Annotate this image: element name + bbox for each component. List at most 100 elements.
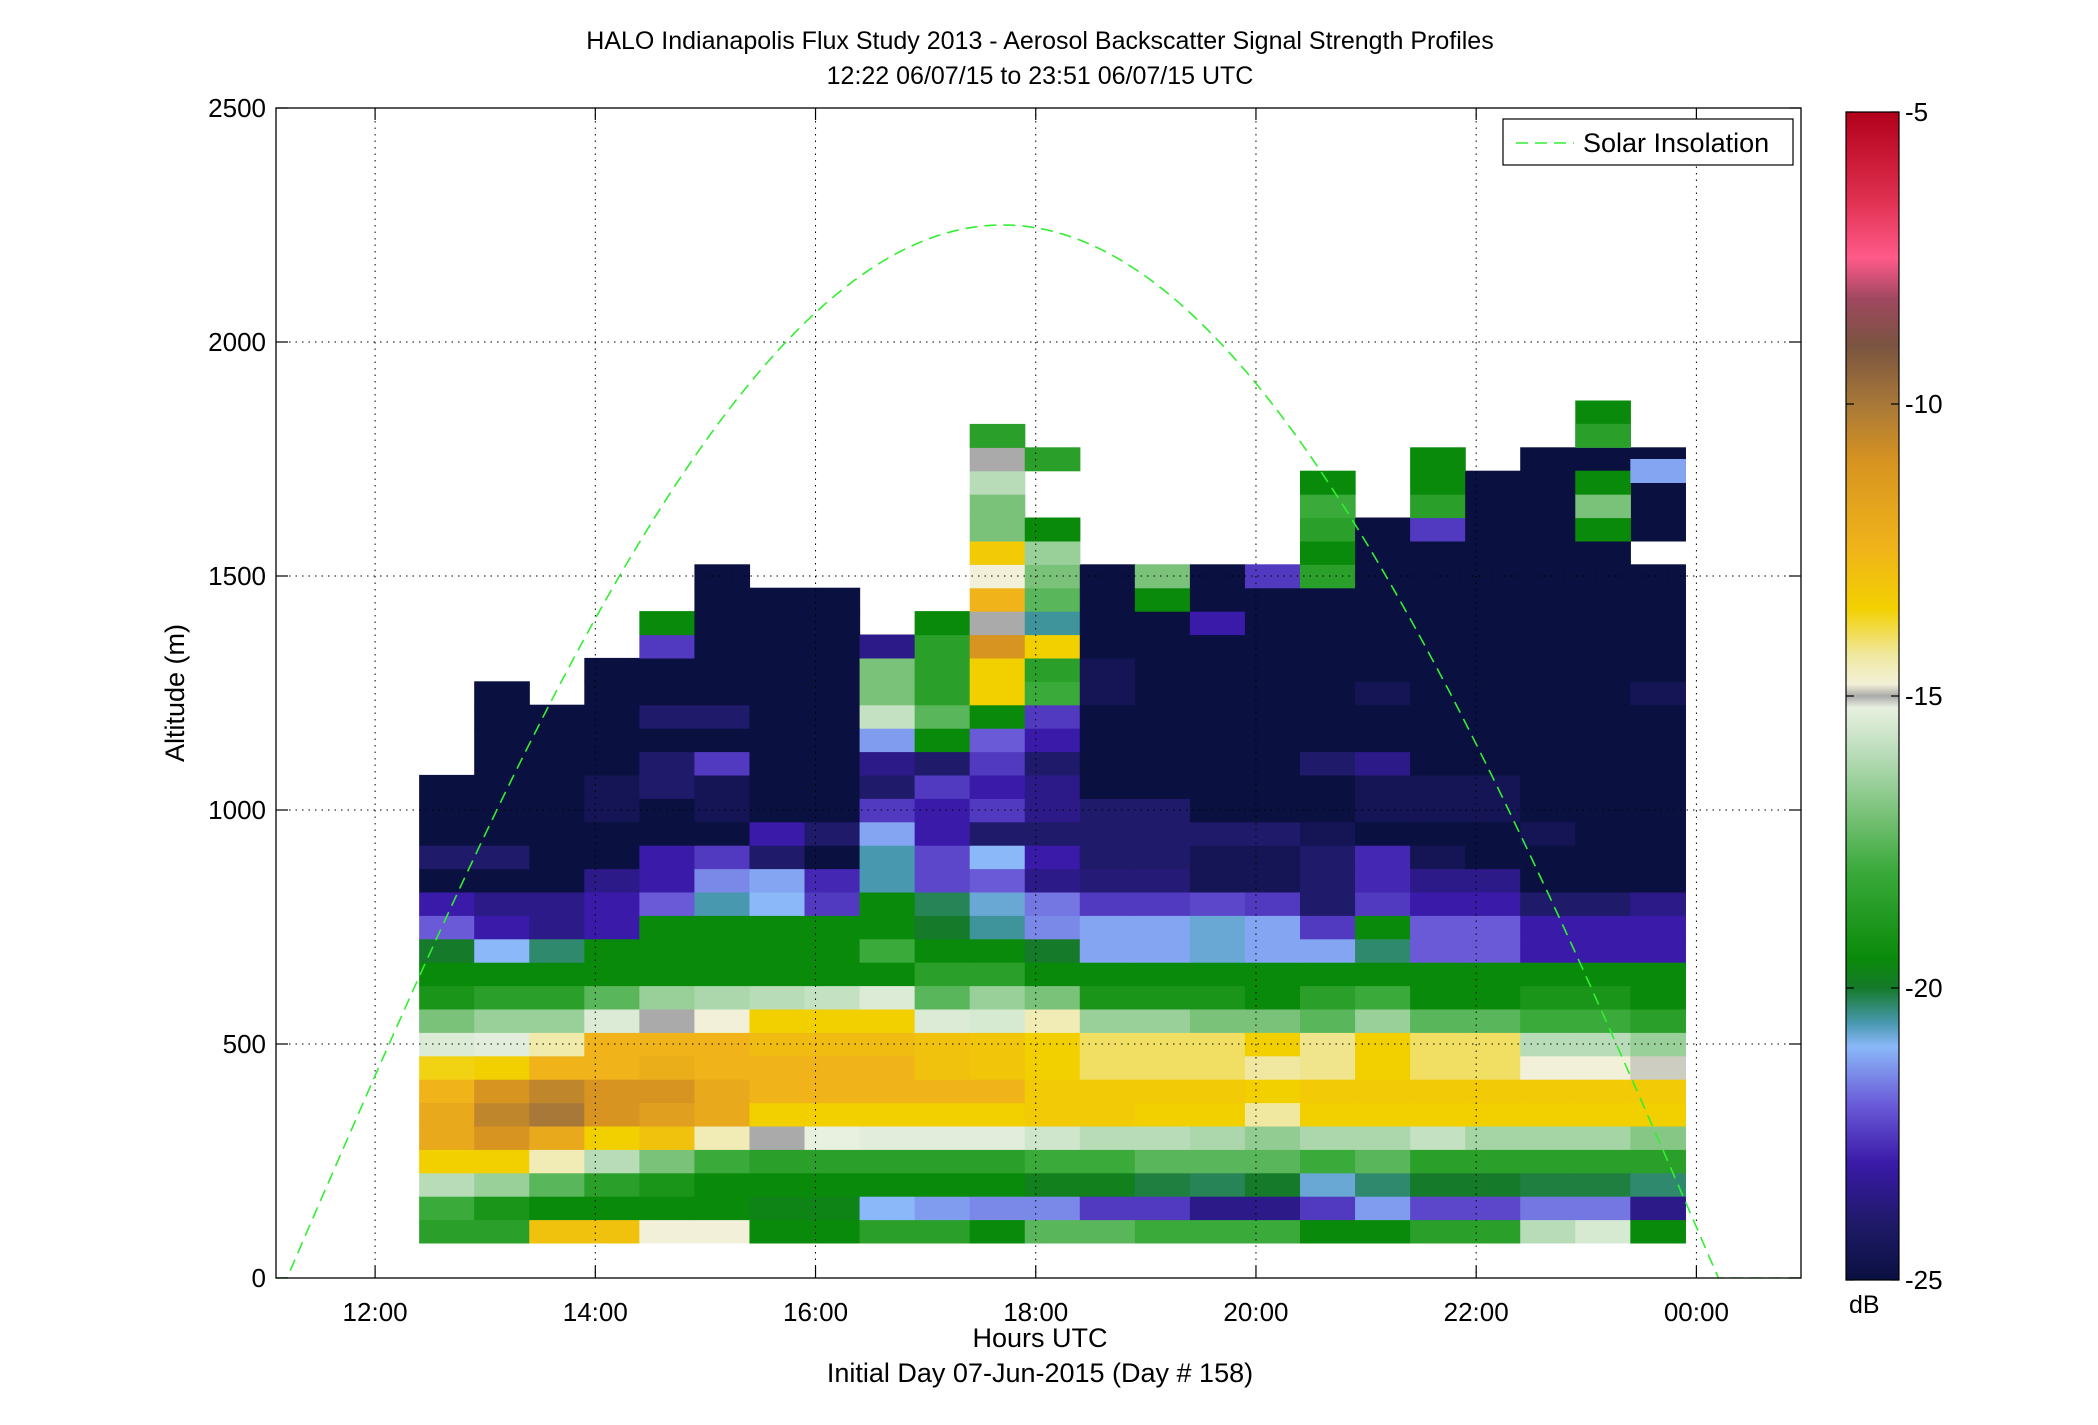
heatmap-cell bbox=[529, 891, 585, 916]
heatmap-cell bbox=[859, 821, 916, 846]
heatmap-cell bbox=[639, 845, 696, 870]
heatmap-cell bbox=[1079, 985, 1136, 1010]
heatmap-cell bbox=[969, 891, 1026, 916]
heatmap-cell bbox=[1189, 891, 1246, 916]
heatmap-cell bbox=[529, 751, 585, 776]
heatmap-cell bbox=[914, 1172, 971, 1197]
heatmap-cell bbox=[914, 1008, 971, 1033]
heatmap-cell bbox=[1079, 1125, 1136, 1150]
heatmap-cell bbox=[584, 1219, 640, 1244]
heatmap-cell bbox=[1575, 774, 1631, 799]
heatmap-cell bbox=[584, 704, 640, 729]
y-tick-label: 500 bbox=[223, 1029, 266, 1059]
heatmap-cell bbox=[694, 1079, 751, 1104]
heatmap-cell bbox=[1575, 1125, 1631, 1150]
heatmap-cell bbox=[1300, 1032, 1356, 1057]
heatmap-cell bbox=[1410, 891, 1466, 916]
heatmap-cell bbox=[1079, 1172, 1136, 1197]
x-axis-ticks: 12:00 14:00 16:00 18:00 20:00 22:00 00:00 bbox=[343, 108, 1729, 1327]
heatmap-cell bbox=[1024, 540, 1081, 565]
heatmap-cell bbox=[1575, 634, 1631, 659]
heatmap-cell bbox=[1465, 634, 1521, 659]
heatmap-cell bbox=[1134, 1125, 1191, 1150]
heatmap-cell bbox=[1300, 540, 1356, 565]
heatmap-cell bbox=[1189, 1149, 1246, 1174]
heatmap-cell bbox=[859, 657, 916, 682]
heatmap-cell bbox=[859, 985, 916, 1010]
heatmap-cell bbox=[584, 1125, 640, 1150]
heatmap-cell bbox=[474, 868, 530, 893]
heatmap-cell bbox=[969, 821, 1026, 846]
heatmap-cell bbox=[1355, 634, 1411, 659]
heatmap-cell bbox=[584, 821, 640, 846]
heatmap-cell bbox=[859, 774, 916, 799]
heatmap-cell bbox=[1134, 845, 1191, 870]
heatmap-cell bbox=[1520, 657, 1576, 682]
heatmap-cell bbox=[694, 798, 751, 823]
heatmap-cell bbox=[1300, 985, 1356, 1010]
heatmap-cell bbox=[1520, 1055, 1576, 1080]
heatmap-cell bbox=[639, 1172, 696, 1197]
heatmap-cell bbox=[584, 938, 640, 963]
heatmap-cell bbox=[749, 634, 806, 659]
heatmap-cell bbox=[529, 938, 585, 963]
heatmap-cell bbox=[1355, 891, 1411, 916]
heatmap-cell bbox=[1244, 1149, 1301, 1174]
heatmap-cell bbox=[1024, 1125, 1081, 1150]
heatmap-cell bbox=[969, 728, 1026, 753]
heatmap-cell bbox=[639, 704, 696, 729]
heatmap-cell bbox=[1465, 1219, 1521, 1244]
heatmap-cell bbox=[1134, 587, 1191, 612]
heatmap-cell bbox=[1244, 962, 1301, 987]
heatmap-cell bbox=[1630, 821, 1686, 846]
heatmap-cell bbox=[859, 891, 916, 916]
heatmap-cell bbox=[1630, 985, 1686, 1010]
heatmap-cell bbox=[474, 1055, 530, 1080]
heatmap-cell bbox=[1520, 985, 1576, 1010]
heatmap-cell bbox=[749, 774, 806, 799]
heatmap-cell bbox=[584, 728, 640, 753]
heatmap-cell bbox=[694, 681, 751, 706]
heatmap-cell bbox=[1410, 611, 1466, 636]
heatmap-cell bbox=[694, 1172, 751, 1197]
heatmap-cell bbox=[584, 891, 640, 916]
colorbar-unit-label: dB bbox=[1849, 1291, 1880, 1319]
colorbar-gradient bbox=[1845, 111, 1900, 1281]
heatmap-cell bbox=[1465, 540, 1521, 565]
heatmap-cell bbox=[694, 868, 751, 893]
heatmap-cell bbox=[1520, 798, 1576, 823]
heatmap-cell bbox=[1079, 564, 1136, 589]
heatmap-cell bbox=[969, 1008, 1026, 1033]
heatmap-cell bbox=[804, 868, 861, 893]
heatmap-cell bbox=[1520, 564, 1576, 589]
heatmap-cell bbox=[1300, 1172, 1356, 1197]
heatmap-cell bbox=[914, 868, 971, 893]
heatmap-cell bbox=[1244, 938, 1301, 963]
heatmap-cell bbox=[914, 1149, 971, 1174]
heatmap-cell bbox=[1300, 798, 1356, 823]
heatmap-cell bbox=[914, 728, 971, 753]
heatmap-cell bbox=[1134, 1149, 1191, 1174]
heatmap-cell bbox=[694, 704, 751, 729]
heatmap-cell bbox=[419, 1079, 475, 1104]
heatmap-cell bbox=[1520, 704, 1576, 729]
heatmap-cell bbox=[1244, 774, 1301, 799]
heatmap-cell bbox=[1024, 868, 1081, 893]
heatmap-cell bbox=[419, 1032, 475, 1057]
heatmap-cell bbox=[1244, 868, 1301, 893]
heatmap-cell bbox=[969, 681, 1026, 706]
heatmap-cell bbox=[694, 915, 751, 940]
heatmap-cell bbox=[1134, 868, 1191, 893]
heatmap-cell bbox=[914, 1032, 971, 1057]
heatmap-cell bbox=[1244, 564, 1301, 589]
heatmap-cell bbox=[1300, 962, 1356, 987]
heatmap-cell bbox=[1300, 470, 1356, 495]
heatmap-cell bbox=[1410, 704, 1466, 729]
heatmap-cell bbox=[529, 1055, 585, 1080]
heatmap-cell bbox=[1024, 938, 1081, 963]
heatmap-cell bbox=[914, 1219, 971, 1244]
x-tick-label: 22:00 bbox=[1444, 1297, 1509, 1327]
heatmap-cell bbox=[1520, 1079, 1576, 1104]
heatmap-cell bbox=[419, 1219, 475, 1244]
